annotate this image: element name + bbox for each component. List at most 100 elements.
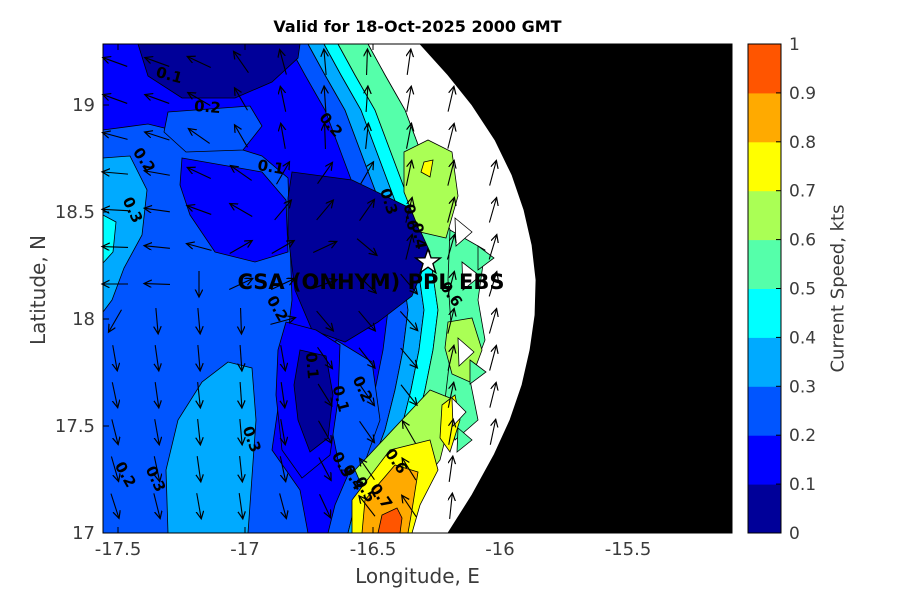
current-vector-arrow [359,496,376,517]
current-vector-arrow [400,347,418,368]
current-vector-arrow [447,160,454,186]
current-vector-arrow [488,235,497,260]
colorbar-segment [748,337,781,387]
current-vector-arrow [359,199,375,221]
current-vector-arrow [102,133,128,140]
current-vector-arrow [281,123,286,149]
current-vector-arrow [281,382,285,408]
colorbar-segment [748,141,781,192]
current-vector-arrow [324,49,326,75]
colorbar-tick-label: 0.6 [789,231,816,251]
current-vector-arrow [447,197,455,223]
colorbar-tick-label: 0.2 [789,426,816,446]
current-vector-arrow [197,456,201,482]
current-vector-arrow [360,458,375,480]
contour-region [102,155,148,314]
plot-title: Valid for 18-Oct-2025 2000 GMT [273,17,562,36]
current-vector-arrow [319,493,331,518]
colorbar-segment [748,92,781,143]
current-vector-arrow [317,383,332,406]
current-vector-arrow [403,421,416,444]
colorbar-tick-label: 0.4 [789,328,816,348]
current-vector-arrow [407,86,412,112]
current-vector-arrow [187,168,212,179]
current-vector-arrow [110,456,118,482]
current-vector-arrow [446,235,454,260]
current-vector-arrow [276,162,290,185]
current-vector-arrow [405,160,411,186]
contour-region [420,159,434,178]
current-vector-arrow [405,123,412,149]
current-vector-arrow [111,382,117,407]
current-vector-arrow [325,123,326,150]
current-vector-arrow [113,345,118,371]
current-vector-arrow [281,419,286,445]
current-vector-arrow [405,197,412,223]
current-vector-arrow [271,241,295,254]
current-vector-arrow [402,458,417,481]
current-vector-arrow [198,419,201,445]
current-vector-arrow [366,86,368,113]
current-vector-arrow [198,308,200,334]
current-vector-arrow [366,123,369,149]
current-vector-arrow [198,345,200,371]
current-vector-arrow [110,493,119,519]
current-vector-arrow [359,384,375,405]
colorbar-segment [748,484,781,534]
contour-value-label: 0.4 [408,221,430,250]
current-vector-arrow [103,58,128,67]
current-vector-arrow [145,132,170,141]
current-vector-arrow [407,49,411,75]
current-vector-arrow [357,274,376,293]
contour-value-label: 0.2 [193,97,221,117]
colorbar-tick-label: 0.3 [789,377,816,397]
current-vector-arrow [235,88,248,111]
colorbar-tick-label: 0.9 [789,84,816,104]
current-vector-arrow [399,310,417,330]
current-vector-arrow [488,198,496,223]
current-vector-arrow [186,244,212,251]
current-vector-arrow [489,419,495,445]
current-vector-arrow [405,234,412,260]
contour-region [456,427,473,453]
current-vector-arrow [324,86,326,113]
current-vector-arrow [153,493,160,518]
current-vector-arrow [240,344,242,371]
x-tick-label: -16 [485,539,514,560]
current-vector-arrow [230,204,253,217]
current-vector-arrow [111,419,118,444]
current-vector-arrow [488,272,497,297]
site-annotation-label: CSA (ONHYM) PPL EBS [237,270,505,294]
colorbar-segment [748,288,781,338]
y-tick-label: 18 [72,309,95,330]
current-vector-arrow [447,345,454,371]
current-vector-arrow [102,172,128,174]
current-vector-arrow [109,309,122,333]
current-vector-arrow [489,160,497,186]
current-vector-arrow [367,49,368,76]
current-vector-arrow [270,318,295,325]
contour-value-label: 0.1 [256,156,285,178]
current-vector-arrow [358,310,376,331]
current-vector-arrow [197,493,202,519]
site-star-marker [413,246,443,275]
current-vector-arrow [188,129,210,144]
contour-region [477,245,495,271]
current-vector-arrow [241,307,242,334]
x-tick-label: -17.5 [95,539,142,560]
current-vector-arrow [198,382,201,408]
current-vector-arrow [187,57,212,68]
contour-region [163,105,263,153]
y-tick-label: 18.5 [55,202,95,223]
current-vector-arrow [234,51,249,73]
current-vector-arrow [318,420,332,444]
current-vector-arrow [449,456,453,482]
current-vector-arrow [145,95,170,104]
colorbar-tick-label: 0.7 [789,182,816,202]
current-vector-arrow [358,347,375,368]
current-vector-arrow [188,93,211,106]
current-vector-arrow [400,273,418,294]
colorbar-segment [748,190,781,241]
current-vector-arrow [360,162,374,185]
nodata-notch [454,217,473,247]
